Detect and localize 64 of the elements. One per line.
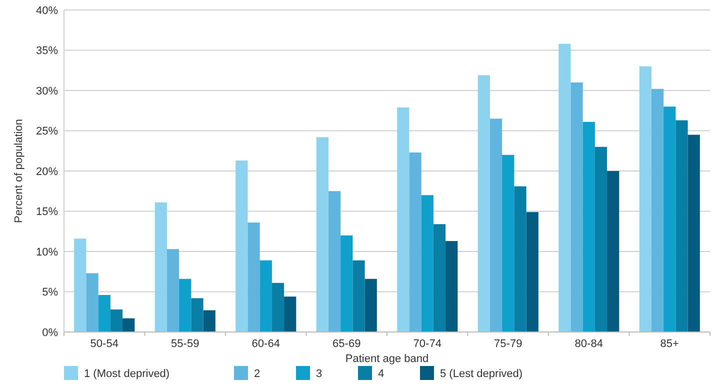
bar: [191, 298, 204, 332]
bar: [594, 146, 608, 332]
bar: [86, 273, 98, 332]
y-tick-label: 30%: [36, 85, 58, 98]
bar: [446, 241, 458, 332]
bar: [328, 191, 341, 332]
bar: [316, 137, 328, 332]
x-tick-label: 75-79: [494, 338, 522, 350]
x-tick-label: 70-74: [413, 338, 442, 350]
bar: [676, 120, 688, 332]
bar: [272, 282, 284, 332]
legend-label: 4: [378, 368, 384, 380]
bar: [364, 278, 377, 332]
y-tick-label: 5%: [42, 286, 58, 299]
bar: [340, 235, 353, 332]
bar: [409, 152, 422, 332]
bar: [526, 212, 538, 332]
bar: [688, 134, 700, 332]
bar: [478, 75, 490, 332]
y-tick-label: 0%: [42, 326, 58, 339]
y-tick-label: 15%: [36, 206, 58, 218]
legend-label: 1 (Most deprived): [84, 368, 170, 380]
legend-label: 3: [316, 368, 322, 380]
y-tick-label: 40%: [36, 4, 58, 17]
bar: [558, 44, 571, 332]
bar: [582, 122, 595, 332]
bar: [98, 294, 110, 332]
bar: [284, 296, 296, 332]
bar: [664, 106, 676, 332]
bar: [570, 82, 583, 332]
y-axis-title: Percent of population: [13, 119, 25, 223]
bar: [154, 202, 167, 332]
bar: [397, 107, 410, 332]
bar: [236, 160, 248, 332]
x-tick-label: 55-59: [171, 338, 200, 350]
legend-label: 2: [254, 368, 260, 380]
y-tick-label: 35%: [36, 45, 58, 58]
x-tick-label: 65-69: [332, 338, 361, 350]
legend-label: 5 (Lest deprived): [440, 368, 523, 380]
bar: [639, 66, 652, 332]
y-tick-label: 10%: [36, 246, 58, 258]
bar: [502, 154, 514, 332]
x-tick-label: 50-54: [90, 338, 118, 350]
bar: [352, 260, 365, 332]
y-tick-label: 20%: [36, 166, 58, 178]
x-axis-title: Patient age band: [345, 353, 429, 365]
bar: [122, 318, 135, 332]
bar: [260, 260, 272, 332]
y-tick-label: 25%: [36, 126, 58, 138]
x-tick-label: 80-84: [574, 338, 603, 350]
bar: [421, 195, 434, 332]
bar: [514, 186, 526, 332]
bar: [433, 224, 446, 332]
bar: [490, 118, 502, 332]
x-tick-label: 60-64: [252, 338, 280, 350]
bar: [248, 222, 260, 332]
bar: [607, 171, 620, 332]
bar: [74, 238, 86, 332]
x-tick-label: 85+: [660, 338, 679, 350]
bar: [179, 278, 192, 332]
bar: [203, 310, 216, 332]
bar: [110, 309, 123, 332]
bar: [651, 88, 664, 332]
bar: [166, 249, 180, 332]
